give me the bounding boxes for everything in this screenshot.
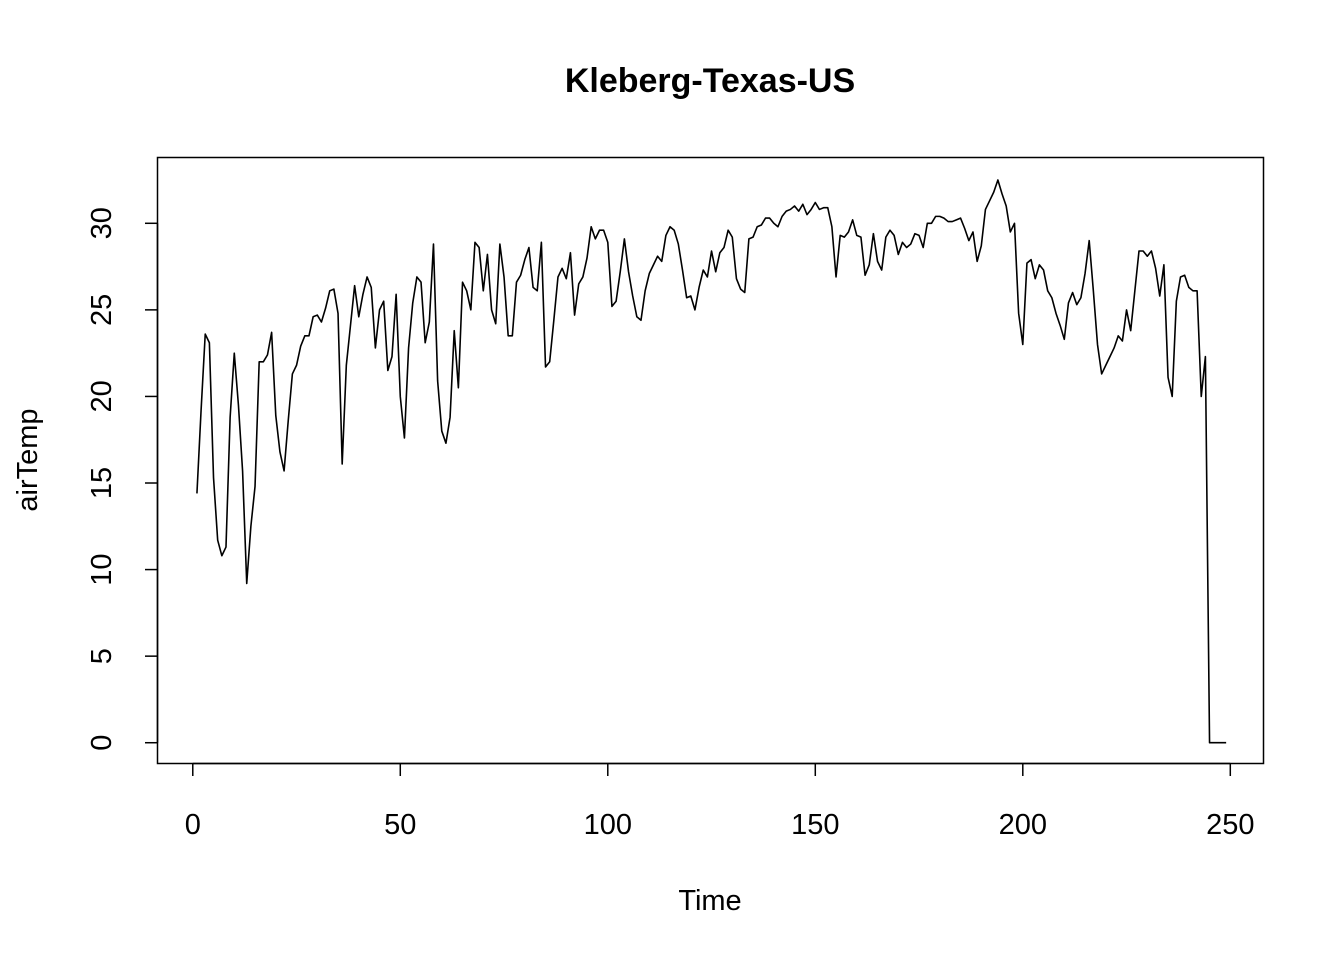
x-tick-label: 200: [999, 809, 1047, 841]
y-tick-label: 25: [86, 294, 118, 326]
plot-frame: [156, 156, 1265, 765]
y-tick-label: 30: [86, 207, 118, 239]
y-axis: 0 5 10 15 20 25 30: [86, 207, 159, 751]
x-tick-label: 50: [384, 809, 416, 841]
series-line: [196, 179, 1227, 744]
x-tick-label: 100: [584, 809, 632, 841]
x-tick-label: 150: [791, 809, 839, 841]
y-tick-label: 10: [86, 553, 118, 585]
y-tick-label: 0: [86, 735, 118, 751]
y-tick-label: 15: [86, 467, 118, 499]
y-axis-label: airTemp: [12, 408, 44, 511]
chart-title: Kleberg-Texas-US: [565, 62, 855, 100]
y-tick-label: 20: [86, 380, 118, 412]
x-axis-label: Time: [678, 885, 741, 917]
x-tick-label: 0: [185, 809, 201, 841]
x-axis: 0 50 100 150 200 250: [185, 762, 1254, 841]
y-tick-label: 5: [86, 648, 118, 664]
x-tick-label: 250: [1206, 809, 1254, 841]
series-layer: [196, 179, 1227, 744]
